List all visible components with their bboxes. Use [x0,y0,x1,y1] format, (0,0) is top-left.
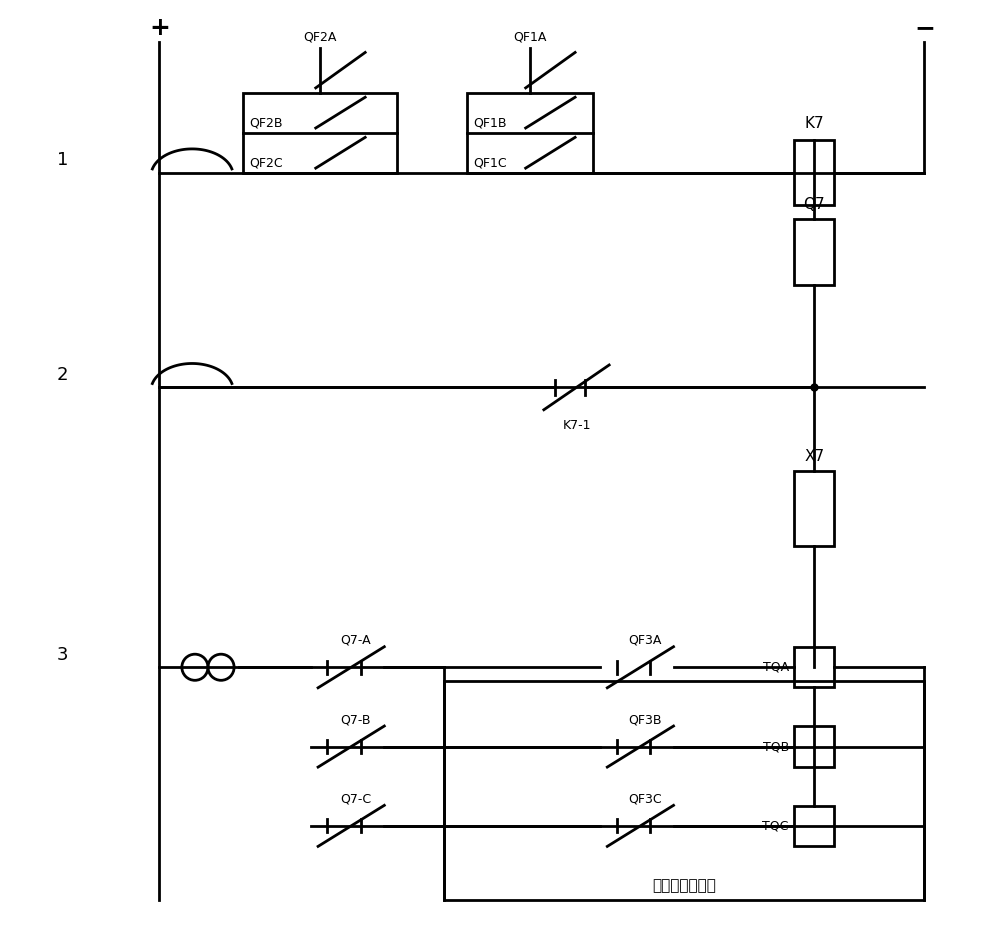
Text: TQA: TQA [763,661,789,674]
Text: Q7-B: Q7-B [340,713,371,726]
Text: QF2B: QF2B [249,117,283,129]
Bar [444,682,924,901]
Text: QF1C: QF1C [473,157,507,170]
Text: TQC: TQC [762,820,789,832]
Text: QF3A: QF3A [628,634,661,646]
Text: −: − [914,16,935,40]
Text: X7: X7 [804,449,824,464]
Text: 1: 1 [57,151,68,169]
Text: QF3C: QF3C [628,792,661,805]
Bar [243,92,397,173]
Text: 3: 3 [57,645,68,664]
Text: 2: 2 [57,366,68,384]
Text: Q7-C: Q7-C [340,792,371,805]
Bar [794,471,834,546]
Text: QF2A: QF2A [304,30,337,43]
Text: TQB: TQB [763,740,789,753]
Bar [794,220,834,285]
Text: Q7-A: Q7-A [340,634,371,646]
Bar [794,805,834,846]
Bar [467,92,593,173]
Text: Q7: Q7 [804,197,825,212]
Bar [794,647,834,687]
Text: QF2C: QF2C [249,157,283,170]
Text: QF3B: QF3B [628,713,661,726]
Text: QF1B: QF1B [473,117,506,129]
Text: K7-1: K7-1 [563,419,592,432]
Bar [794,726,834,766]
Text: +: + [149,16,170,40]
Text: 断路器操作机构: 断路器操作机构 [652,878,716,893]
Bar [794,140,834,206]
Text: QF1A: QF1A [514,30,547,43]
Text: K7: K7 [805,116,824,130]
